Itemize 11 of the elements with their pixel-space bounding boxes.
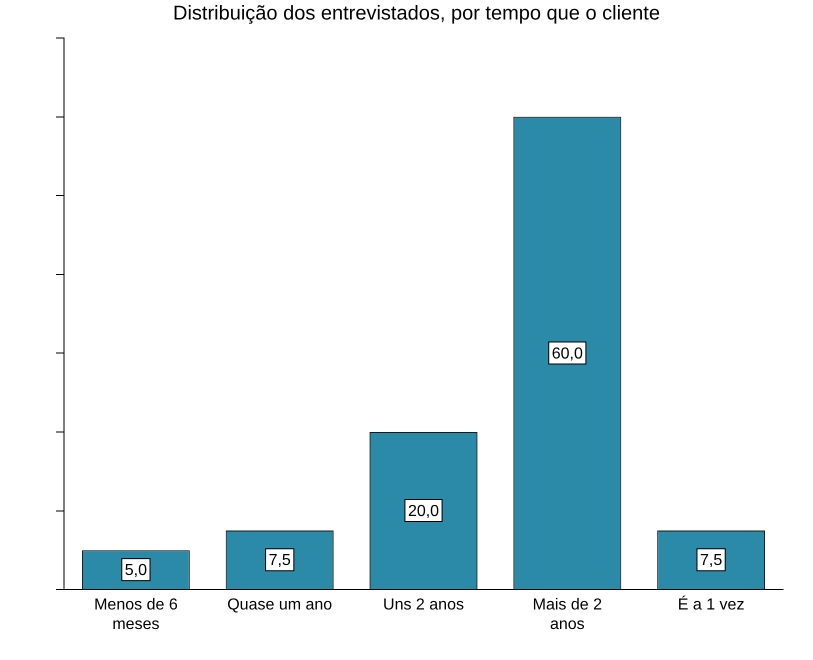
x-tick-label: Menos de 6 meses bbox=[94, 596, 178, 633]
x-tick-label: Quase um ano bbox=[227, 596, 332, 614]
x-tick-label: É a 1 vez bbox=[678, 596, 744, 614]
data-label: 60,0 bbox=[552, 345, 583, 362]
x-tick-label: Mais de 2 anos bbox=[532, 596, 602, 633]
data-label: 7,5 bbox=[268, 552, 291, 570]
x-tick-label: Uns 2 anos bbox=[383, 596, 464, 614]
data-label: 7,5 bbox=[700, 552, 722, 570]
data-label: 5,0 bbox=[124, 562, 148, 580]
data-label: 20,0 bbox=[408, 502, 440, 520]
chart-title: Distribuição dos entrevistados, por tempo que o cliente bbox=[173, 2, 660, 25]
